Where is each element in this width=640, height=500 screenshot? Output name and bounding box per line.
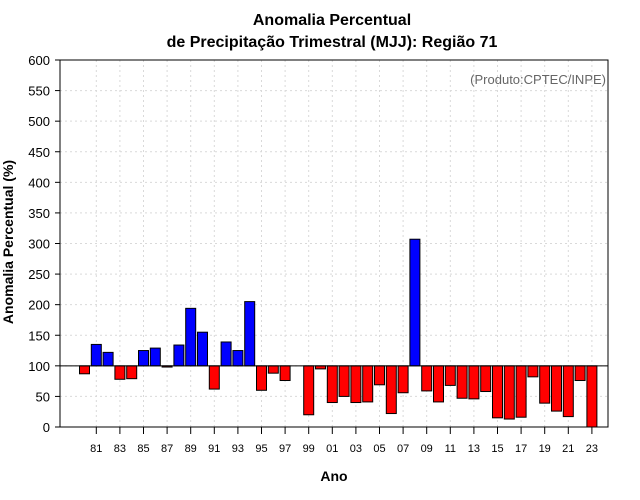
bar-09 [421,365,433,392]
bar-16 [503,365,515,420]
bar-22 [574,365,586,382]
bars [79,238,598,428]
bar-05 [374,365,385,386]
x-tick-label: 05 [373,443,385,455]
bar-82 [102,351,114,367]
x-tick-label: 15 [491,443,503,455]
x-tick-label: 03 [350,443,362,455]
bar-89 [185,307,197,367]
bar-14 [480,365,492,393]
bar-85 [138,350,149,367]
bar-15 [492,365,503,419]
bar-80 [79,365,90,375]
bar-92 [220,341,232,367]
bar-84 [126,365,138,380]
bar-81 [90,343,102,367]
bar-23 [586,365,598,428]
bar-13 [468,365,480,400]
x-tick-label: 93 [232,443,244,455]
x-tick-label: 07 [397,443,409,455]
bar-96 [267,365,279,374]
bar-17 [515,365,527,418]
x-tick-label: 83 [114,443,126,455]
x-tick-label: 19 [539,443,551,455]
y-tick-label: 250 [28,267,50,282]
bar-12 [456,365,468,399]
x-axis-title: Ano [320,468,347,484]
y-tick-label: 300 [28,237,50,252]
x-tick-label: 21 [562,443,574,455]
y-tick-label: 200 [28,298,50,313]
bar-88 [173,344,185,367]
bar-02 [338,365,350,397]
x-tick-label: 95 [255,443,267,455]
y-axis-title: Anomalia Percentual (%) [0,160,16,324]
x-tick-label: 13 [468,443,480,455]
bar-21 [562,365,574,418]
bar-06 [385,365,397,415]
bar-90 [197,331,208,367]
y-tick-label: 100 [28,359,50,374]
bar-86 [149,347,161,367]
bar-83 [114,365,126,380]
bar-01 [326,365,338,404]
bar-94 [244,301,256,367]
x-tick-label: 87 [161,443,173,455]
bar-07 [397,365,409,394]
x-axis-ticks: 81 83 85 87 89 91 93 95 97 99 01 03 05 07 09 11 13 15 17 19… [90,427,598,455]
bar-04 [362,365,374,403]
y-tick-label: 500 [28,114,50,129]
x-tick-label: 97 [279,443,291,455]
bar-10 [433,365,444,403]
bar-19 [539,365,551,404]
bar-18 [527,365,539,378]
x-tick-label: 11 [445,443,456,455]
x-tick-label: 91 [208,443,220,455]
y-axis-ticks: 0 50 100 150 200 250 300 350 400 450 500 550 600 [28,53,60,435]
bar-95 [256,365,267,391]
y-tick-label: 600 [28,53,50,68]
y-tick-label: 0 [43,420,50,435]
x-tick-label: 17 [515,443,527,455]
credit-label: (Produto:CPTEC/INPE) [470,72,606,87]
bar-20 [551,365,562,412]
bar-93 [232,350,244,367]
x-tick-label: 09 [421,443,433,455]
bar-91 [208,365,220,390]
y-tick-label: 350 [28,206,50,221]
x-tick-label: 01 [326,443,338,455]
x-tick-label: 89 [185,443,197,455]
x-tick-label: 99 [303,443,315,455]
bar-11 [444,365,456,386]
bar-99 [303,365,315,416]
y-tick-label: 150 [28,328,50,343]
y-tick-label: 50 [36,389,50,404]
y-tick-label: 550 [28,84,50,99]
bar-08 [409,238,421,367]
y-tick-label: 400 [28,175,50,190]
chart-title-line2: de Precipitação Trimestral (MJJ): Região… [167,34,498,51]
bar-03 [350,365,362,404]
x-tick-label: 23 [586,443,598,455]
bar-97 [279,365,291,382]
x-tick-label: 81 [90,443,102,455]
chart-title-line1: Anomalia Percentual [253,12,411,29]
x-tick-label: 85 [137,443,149,455]
y-tick-label: 450 [28,145,50,160]
